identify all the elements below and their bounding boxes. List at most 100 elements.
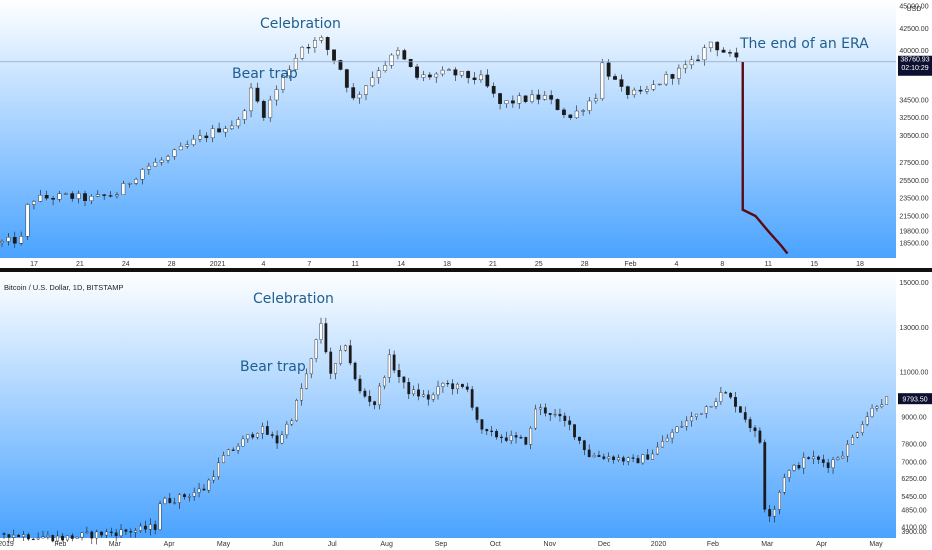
candle-body (153, 524, 157, 530)
x-tick-label: 21 (76, 261, 84, 268)
candle-body (241, 438, 245, 447)
x-tick-label: 2021 (210, 261, 226, 268)
last-price-label: 38760.93 (900, 56, 929, 63)
candle-body (332, 49, 336, 61)
candle-body (415, 66, 419, 78)
candle-body (0, 241, 4, 244)
candle-body (178, 494, 181, 503)
candle-body (158, 503, 162, 530)
candle-body (729, 392, 733, 398)
candle-body (447, 69, 451, 71)
candle-body (163, 498, 167, 504)
x-tick-label: Feb (707, 541, 719, 548)
candle-body (63, 193, 68, 195)
candle-body (270, 434, 274, 436)
candle-body (319, 37, 324, 41)
candle-body (51, 198, 55, 200)
candle-body (105, 531, 108, 536)
x-tick-label: Mar (109, 541, 122, 548)
candle-body (172, 149, 177, 157)
candle-body (36, 537, 40, 540)
y-tick-label: 21500.00 (899, 214, 928, 221)
bottom-price-axis[interactable] (896, 272, 932, 550)
candle-body (702, 47, 707, 61)
candle-body (192, 492, 196, 497)
x-tick-label: 4 (674, 261, 678, 268)
candle-body (440, 69, 445, 75)
bottom-chart-panel[interactable]: 15000.00 13000.00 11000.00 9000.00 7800.00 70… (0, 272, 932, 550)
top-chart-panel[interactable]: 45000.0042500.0040000.0037500.0034500.00… (0, 0, 932, 268)
candle-body (514, 435, 518, 438)
top-projection-group (741, 61, 789, 255)
candle-body (651, 84, 656, 90)
candle-body (524, 437, 528, 445)
candle-body (461, 383, 464, 387)
candle-body (738, 406, 742, 413)
panel-divider[interactable] (0, 268, 932, 272)
candle-body (719, 392, 723, 402)
y-tick-label: 4100.00 (901, 524, 926, 531)
candle-body (675, 426, 679, 433)
candle-body (841, 455, 845, 459)
candle-body (734, 396, 737, 407)
candle-body (436, 386, 440, 396)
top-price-axis[interactable] (896, 0, 932, 268)
candle-body (402, 50, 407, 60)
x-tick-label: 2020 (651, 541, 667, 548)
projection-line (741, 61, 789, 255)
candle-body (587, 100, 592, 111)
candle-body (334, 363, 338, 374)
candle-body (236, 446, 240, 451)
candle-body (821, 459, 825, 463)
top-time-axis[interactable] (0, 258, 896, 268)
y-tick-label: 32500.00 (899, 115, 928, 122)
candle-body (797, 465, 801, 469)
candle-body (549, 95, 554, 100)
candle-body (304, 373, 308, 389)
candle-body (210, 128, 215, 139)
candle-body (256, 433, 259, 438)
candle-body (56, 535, 60, 542)
y-tick-label: 6250.00 (901, 476, 926, 483)
candle-body (699, 413, 703, 415)
bottom-time-axis[interactable] (0, 538, 896, 550)
candle-body (197, 488, 201, 493)
candle-body (313, 40, 317, 48)
candle-body (275, 435, 279, 444)
candle-body (683, 64, 688, 69)
candle-body (261, 101, 266, 118)
candle-body (32, 201, 36, 205)
candle-body (574, 110, 579, 118)
candle-body (657, 83, 662, 86)
candle-body (587, 449, 591, 458)
symbol-title: Bitcoin / U.S. Dollar, 1D, BITSTAMP (4, 283, 123, 292)
candle-body (22, 534, 25, 537)
candle-body (421, 74, 426, 78)
candle-body (168, 498, 172, 503)
candle-body (70, 535, 74, 539)
candle-body (378, 385, 381, 406)
candle-body (753, 427, 757, 432)
candle-body (465, 386, 469, 390)
annotation-celebration-bottom: Celebration (253, 291, 334, 307)
candle-body (573, 424, 576, 438)
candle-body (121, 183, 126, 195)
candle-body (593, 98, 598, 102)
candle-body (721, 49, 726, 53)
candle-body (300, 47, 305, 59)
x-tick-label: Feb (54, 541, 66, 548)
candle-body (222, 455, 225, 464)
candle-body (631, 457, 635, 459)
y-tick-label: 19800.00 (899, 229, 928, 236)
candle-body (70, 193, 75, 199)
candle-body (563, 415, 567, 421)
bottom-y-tick-labels: 15000.00 13000.00 11000.00 9000.00 7800.00 70… (899, 280, 928, 536)
candle-body (102, 194, 107, 196)
candle-body (51, 535, 55, 542)
candle-body (338, 60, 343, 70)
candle-body (856, 432, 859, 438)
candle-body (434, 73, 439, 78)
candle-body (708, 41, 713, 48)
candle-body (696, 59, 700, 61)
